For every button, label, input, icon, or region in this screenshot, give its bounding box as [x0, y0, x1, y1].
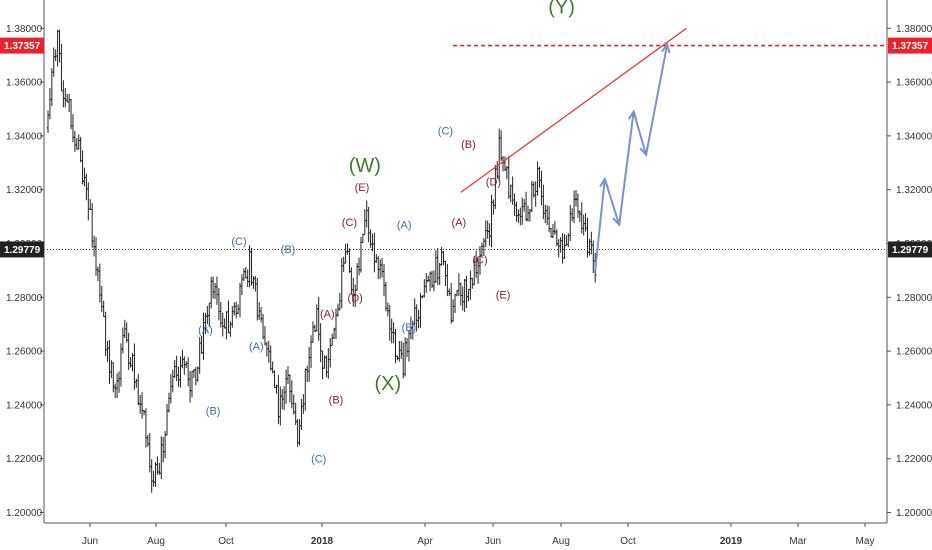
projection-segment	[632, 111, 648, 156]
y-tick-label-right: 1.24000	[896, 400, 932, 411]
projection-segment	[618, 111, 635, 225]
minor-wave-label: (D)	[486, 177, 501, 189]
wave-labels: (A) (B) (C) (A) (B) (C) (A) (B) (C) (D) (E) (A) (B) (…	[198, 0, 575, 466]
y-tick-label-right: 1.28000	[896, 293, 932, 304]
price-bars	[46, 29, 597, 493]
projection-segment	[645, 44, 669, 155]
y-tick-label-left: 1.24000	[6, 400, 43, 411]
minor-wave-label: (A)	[249, 341, 264, 353]
x-tick-label: May	[856, 536, 875, 547]
y-tick-label-left: 1.26000	[6, 347, 43, 358]
x-tick-label: 2019	[720, 536, 743, 547]
x-tick-label: Aug	[147, 536, 165, 547]
y-tick-label-right: 1.26000	[896, 347, 932, 358]
current-price-badge-right-text: 1.29779	[892, 245, 929, 256]
projection-segment	[603, 178, 621, 225]
current-price-badge-left-bg	[0, 241, 44, 258]
minor-wave-label: (D)	[348, 292, 363, 304]
x-tick-label: Jun	[485, 536, 501, 547]
projection-arrowhead	[661, 42, 671, 54]
minor-wave-label: (C)	[472, 255, 487, 267]
major-wave-label: (X)	[375, 373, 402, 395]
y-tick-label-right: 1.32000	[896, 185, 932, 196]
x-tick-label: 2018	[311, 536, 334, 547]
minor-wave-label: (A)	[320, 308, 335, 320]
y-tick-label-left: 1.22000	[6, 454, 43, 465]
target-price-badge-left-bg	[0, 37, 44, 54]
target-price-badge-left-text: 1.37357	[4, 41, 41, 52]
projection-segment	[594, 178, 606, 271]
x-tick-label: Jun	[82, 536, 98, 547]
minor-wave-label: (C)	[231, 236, 246, 248]
current-price-badge-right-bg	[888, 241, 932, 258]
x-tick-label: Mar	[789, 536, 807, 547]
minor-wave-label: (A)	[452, 217, 467, 229]
x-tick-label: Apr	[417, 536, 433, 547]
minor-wave-label: (A)	[397, 220, 412, 232]
annotation-lines	[44, 27, 887, 271]
target-price-badge-right-bg	[888, 37, 932, 54]
y-tick-label-right: 1.38000	[896, 24, 932, 35]
minor-wave-label: (C)	[438, 126, 453, 138]
minor-wave-label: (B)	[281, 244, 296, 256]
minor-wave-label: (B)	[402, 322, 417, 334]
minor-wave-label: (C)	[342, 217, 357, 229]
major-wave-label: (W)	[349, 155, 381, 177]
minor-wave-label: (E)	[355, 182, 370, 194]
minor-wave-label: (E)	[496, 290, 511, 302]
y-tick-label-left: 1.20000	[6, 508, 43, 519]
minor-wave-label: (B)	[461, 139, 476, 151]
target-price-badge-right-text: 1.37357	[892, 41, 929, 52]
y-tick-label-right: 1.34000	[896, 131, 932, 142]
x-tick-label: Oct	[218, 536, 234, 547]
y-tick-label-right: 1.20000	[896, 508, 932, 519]
minor-wave-label: (B)	[206, 405, 221, 417]
minor-wave-label: (B)	[329, 395, 344, 407]
y-tick-label-right: 1.36000	[896, 78, 932, 89]
major-wave-label: (Y)	[548, 0, 575, 19]
trendline	[460, 27, 687, 193]
y-tick-label-right: 1.22000	[896, 454, 932, 465]
minor-wave-label: (A)	[198, 325, 213, 337]
y-tick-label-left: 1.34000	[6, 131, 43, 142]
y-tick-label-left: 1.36000	[6, 78, 43, 89]
y-tick-label-left: 1.28000	[6, 293, 43, 304]
x-tick-label: Oct	[620, 536, 636, 547]
y-tick-label-left: 1.38000	[6, 24, 43, 35]
current-price-badge-left-text: 1.29779	[4, 245, 41, 256]
y-tick-label-left: 1.32000	[6, 185, 43, 196]
x-tick-label: Aug	[552, 536, 570, 547]
minor-wave-label: (C)	[311, 454, 326, 466]
